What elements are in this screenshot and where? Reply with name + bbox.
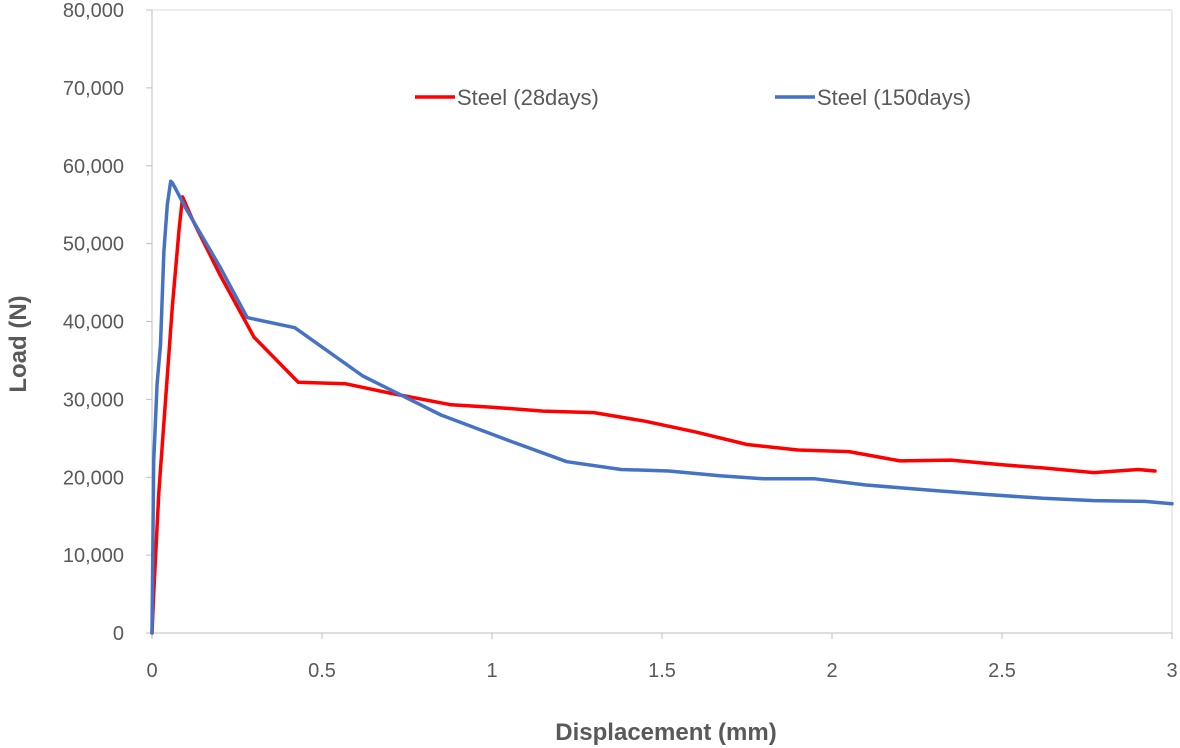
x-tick-label: 0: [146, 660, 157, 682]
y-tick-label: 70,000: [63, 78, 124, 100]
x-axis: 0 0.5 1 1.5 2 2.5 3: [146, 632, 1178, 682]
legend: Steel (28days) Steel (150days): [415, 85, 971, 110]
y-tick-label: 0: [113, 623, 124, 645]
y-tick-label: 20,000: [63, 467, 124, 489]
y-tick-label: 30,000: [63, 389, 124, 411]
y-tick-label: 10,000: [63, 545, 124, 567]
plot-area: [151, 9, 1173, 634]
y-axis: 0 10,000 20,000 30,000 40,000 50,000 60,000 70,…: [63, 0, 153, 645]
x-tick-label: 0.5: [308, 660, 336, 682]
series-line-steel-28days: [150, 195, 1157, 635]
y-tick-label: 40,000: [63, 312, 124, 334]
x-tick-label: 2: [826, 660, 837, 682]
legend-label-steel-28days: Steel (28days): [457, 85, 599, 110]
y-tick-label: 50,000: [63, 234, 124, 256]
y-tick-label: 80,000: [63, 0, 124, 22]
x-tick-label: 1: [486, 660, 497, 682]
plot-border: [151, 9, 1173, 634]
x-tick-label: 3: [1166, 660, 1177, 682]
legend-label-steel-150days: Steel (150days): [817, 85, 971, 110]
y-tick-label: 60,000: [63, 156, 124, 178]
x-tick-label: 1.5: [648, 660, 676, 682]
series-layer: [150, 179, 1174, 635]
x-tick-label: 2.5: [988, 660, 1016, 682]
series-line-steel-150days: [150, 179, 1174, 635]
y-axis-title: Load (N): [5, 295, 32, 392]
x-axis-title: Displacement (mm): [555, 719, 776, 746]
